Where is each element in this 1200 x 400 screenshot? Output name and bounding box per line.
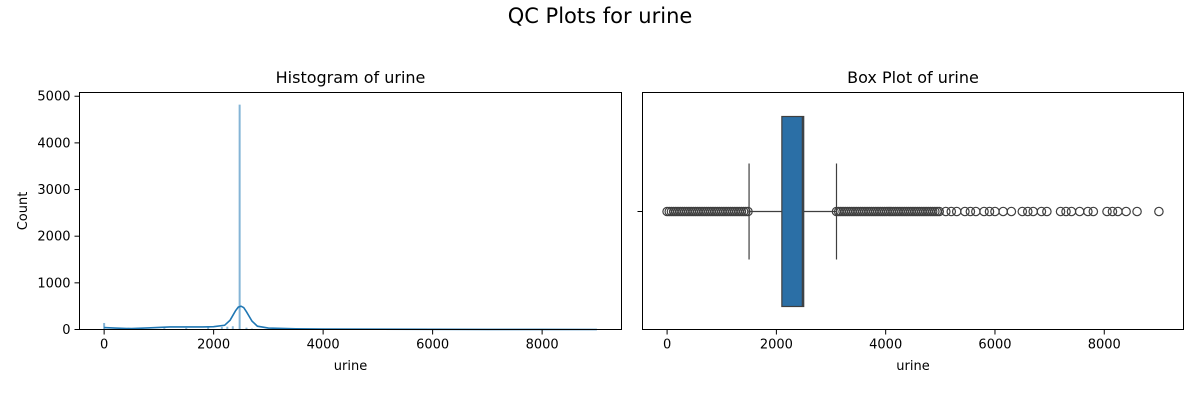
boxplot-outlier bbox=[1083, 206, 1093, 217]
histogram-y-label: Count bbox=[16, 192, 31, 231]
boxplot-outlier bbox=[984, 206, 995, 217]
histogram-bar bbox=[103, 322, 106, 330]
histogram-x-tick-label: 6000 bbox=[416, 338, 449, 353]
boxplot-outlier bbox=[1028, 206, 1039, 217]
histogram-panel: Histogram of urine 0 2000 4000 6000 8000 0 10… bbox=[16, 68, 622, 374]
histogram-bar bbox=[220, 326, 223, 330]
boxplot-outlier bbox=[979, 206, 989, 217]
histogram-y-tick-label: 2000 bbox=[37, 230, 70, 245]
histogram-x-label: urine bbox=[334, 359, 367, 374]
histogram-bar bbox=[226, 326, 229, 330]
boxplot-x-tick-label: 8000 bbox=[1088, 338, 1121, 353]
boxplot-outlier bbox=[1088, 206, 1099, 217]
histogram-bar bbox=[163, 328, 166, 330]
histogram-bar bbox=[231, 326, 234, 330]
histogram-x-tick-label: 8000 bbox=[526, 338, 559, 353]
boxplot-outlier bbox=[1066, 206, 1077, 217]
histogram-x-tick-label: 4000 bbox=[307, 338, 340, 353]
boxplot-outlier bbox=[971, 206, 981, 217]
boxplot-outlier bbox=[1107, 206, 1118, 217]
histogram-y-tick-label: 4000 bbox=[37, 136, 70, 151]
boxplot-plot-area bbox=[662, 115, 1164, 308]
histogram-bar bbox=[238, 104, 241, 330]
boxplot-outlier bbox=[1061, 206, 1071, 217]
boxplot-outlier bbox=[1113, 206, 1123, 217]
boxplot-outlier bbox=[998, 206, 1008, 217]
boxplot-x-tick-label: 4000 bbox=[869, 338, 902, 353]
boxplot-outlier bbox=[1036, 206, 1047, 217]
histogram-bar bbox=[185, 327, 188, 330]
boxplot-outlier bbox=[934, 206, 945, 217]
boxplot-outlier bbox=[1132, 206, 1142, 217]
histogram-x-ticks: 0 2000 4000 6000 8000 bbox=[100, 329, 559, 353]
boxplot-outlier bbox=[1017, 206, 1028, 217]
histogram-bar bbox=[245, 327, 248, 330]
boxplot-outlier bbox=[940, 206, 951, 217]
histogram-axes-frame bbox=[79, 92, 622, 330]
histogram-bar bbox=[207, 327, 210, 330]
histogram-y-tick-label: 3000 bbox=[37, 183, 70, 198]
boxplot-panel: Box Plot of urine 0 2000 4000 6000 8000 urin… bbox=[637, 68, 1184, 374]
histogram-x-tick-label: 0 bbox=[100, 338, 108, 353]
histogram-kde-line bbox=[104, 305, 597, 331]
boxplot-outlier bbox=[990, 206, 1000, 217]
boxplot-outlier bbox=[1055, 206, 1066, 217]
boxplot-outlier bbox=[1022, 206, 1033, 217]
boxplot-x-tick-label: 2000 bbox=[760, 338, 793, 353]
boxplot-outlier bbox=[1006, 206, 1017, 217]
histogram-y-tick-label: 0 bbox=[62, 323, 70, 338]
boxplot-outlier bbox=[743, 206, 753, 217]
boxplot-x-label: urine bbox=[896, 359, 929, 374]
histogram-plot-area bbox=[103, 104, 597, 331]
boxplot-title: Box Plot of urine bbox=[847, 68, 979, 87]
boxplot-outlier bbox=[946, 206, 957, 217]
boxplot-outlier bbox=[965, 206, 976, 217]
figure-suptitle: QC Plots for urine bbox=[508, 4, 693, 28]
histogram-title: Histogram of urine bbox=[276, 68, 426, 87]
boxplot-outlier bbox=[960, 206, 970, 217]
boxplot-outlier bbox=[1102, 206, 1112, 217]
histogram-y-tick-label: 1000 bbox=[37, 276, 70, 291]
histogram-y-ticks: 0 1000 2000 3000 4000 5000 bbox=[37, 90, 80, 338]
boxplot-box bbox=[781, 115, 805, 308]
boxplot-outlier bbox=[1042, 206, 1052, 217]
boxplot-outlier bbox=[951, 206, 962, 217]
boxplot-outlier bbox=[1074, 206, 1085, 217]
boxplot-outlier bbox=[1121, 206, 1131, 217]
histogram-x-tick-label: 2000 bbox=[197, 338, 230, 353]
boxplot-x-tick-label: 6000 bbox=[978, 338, 1011, 353]
boxplot-x-tick-label: 0 bbox=[663, 338, 671, 353]
boxplot-outlier bbox=[1154, 206, 1164, 217]
histogram-y-tick-label: 5000 bbox=[37, 90, 70, 105]
boxplot-x-ticks: 0 2000 4000 6000 8000 bbox=[663, 329, 1121, 353]
